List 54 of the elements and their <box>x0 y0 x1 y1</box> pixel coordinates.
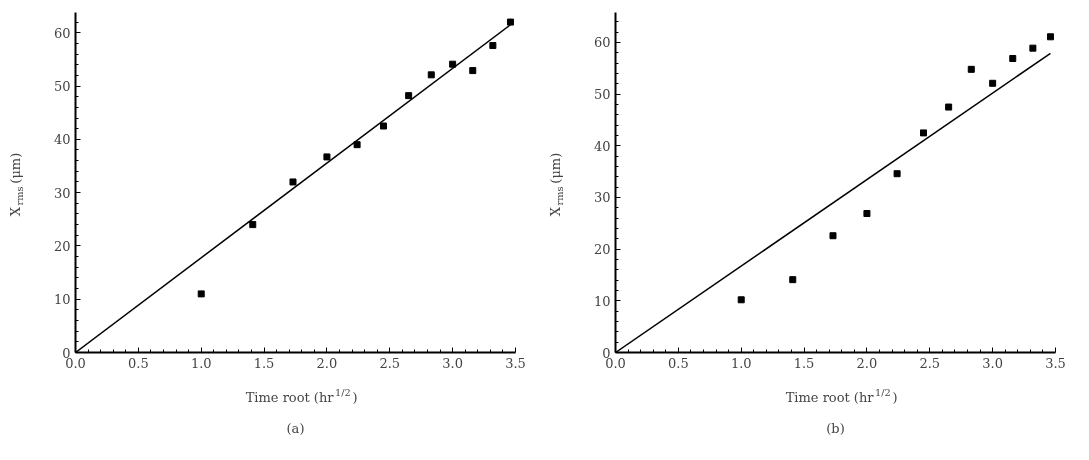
x-tick-label: 1.0 <box>730 355 752 371</box>
point <box>197 290 205 298</box>
point <box>1046 33 1054 41</box>
x-tick-label: 3.0 <box>982 355 1003 371</box>
x-tick-label: 2.5 <box>919 355 941 371</box>
y-tick-label: 10 <box>53 292 71 308</box>
point <box>893 170 901 178</box>
x-tick-label: 2.0 <box>856 355 878 371</box>
point <box>427 71 435 79</box>
y-tick-label: 40 <box>593 138 611 154</box>
x-tick-label: 3.5 <box>505 355 526 371</box>
y-tick-label: 50 <box>593 87 611 103</box>
point <box>380 122 387 130</box>
point <box>1029 44 1037 52</box>
x-tick-label: 1.0 <box>190 355 212 371</box>
point <box>967 65 975 73</box>
point <box>737 296 745 304</box>
point <box>829 232 837 240</box>
text: (a) <box>286 421 305 437</box>
text: (b) <box>826 421 845 437</box>
point <box>353 141 361 149</box>
point <box>489 42 497 50</box>
x-tick-label: 1.5 <box>253 355 275 371</box>
point <box>945 103 953 111</box>
x-tick-label: 3.0 <box>442 355 463 371</box>
point <box>449 60 457 68</box>
point <box>249 221 257 229</box>
y-tick-label: 10 <box>593 293 611 309</box>
point <box>506 18 514 26</box>
x-tick-label: 2.5 <box>379 355 401 371</box>
y-tick-label: 40 <box>53 132 71 148</box>
y-tick-label: 60 <box>593 35 611 51</box>
point <box>469 67 477 75</box>
y-axis-title: Xrms (μm) <box>8 152 25 217</box>
point <box>289 178 297 186</box>
point <box>323 153 331 161</box>
x-tick-label: 0.5 <box>128 355 149 371</box>
x-tick-label: 2.0 <box>316 355 338 371</box>
x-tick-label: 0.5 <box>668 355 689 371</box>
point <box>920 129 927 137</box>
y-tick-label: 50 <box>53 79 71 95</box>
point <box>789 276 797 284</box>
point <box>405 92 413 100</box>
x-tick-label: 3.5 <box>1045 355 1066 371</box>
y-tick-label: 60 <box>53 25 71 41</box>
y-tick-label: 20 <box>53 238 71 254</box>
y-tick-label: 30 <box>593 190 611 206</box>
y-tick-label: 30 <box>53 185 71 201</box>
x-tick-label: 1.5 <box>793 355 815 371</box>
point <box>989 79 997 87</box>
y-tick-label: 20 <box>593 242 611 258</box>
point <box>863 210 871 217</box>
point <box>1009 54 1017 62</box>
y-axis-title: Xrms (μm) <box>548 152 565 217</box>
